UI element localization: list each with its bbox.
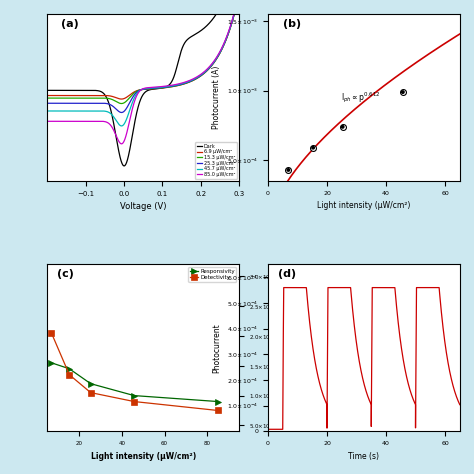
Line: Dark: Dark — [47, 0, 243, 166]
Dark — [64, 88, 70, 93]
25.3 μW/cm² — [45, 100, 50, 106]
6.9 μW/cm² — [45, 93, 50, 99]
Line: 45.7 μW/cm²: 45.7 μW/cm² — [47, 0, 243, 126]
15.3 μW/cm² — [131, 91, 137, 96]
Dark — [197, 28, 203, 34]
Point — [284, 166, 292, 174]
25.3 μW/cm² — [64, 100, 70, 106]
Point — [339, 123, 346, 131]
Line: Responsivity: Responsivity — [49, 360, 221, 404]
45.7 μW/cm² — [124, 116, 129, 121]
Responsivity — [215, 399, 221, 404]
X-axis label: Voltage (V): Voltage (V) — [120, 202, 166, 211]
Point — [399, 88, 407, 96]
Legend: Responsivity, Detectivity: Responsivity, Detectivity — [189, 267, 237, 282]
6.9 μW/cm² — [201, 71, 207, 76]
Detectivity — [66, 372, 72, 378]
85.0 μW/cm² — [201, 69, 207, 75]
45.7 μW/cm² — [45, 108, 50, 114]
Line: 6.9 μW/cm²: 6.9 μW/cm² — [47, 0, 243, 99]
15.3 μW/cm² — [124, 98, 129, 104]
Detectivity — [88, 390, 93, 395]
15.3 μW/cm² — [118, 100, 124, 106]
6.9 μW/cm² — [64, 92, 70, 98]
Point — [284, 166, 292, 174]
Dark — [201, 26, 207, 31]
X-axis label: Time (s): Time (s) — [348, 452, 379, 461]
85.0 μW/cm² — [197, 72, 203, 78]
25.3 μW/cm² — [179, 81, 185, 87]
6.9 μW/cm² — [131, 89, 137, 95]
25.3 μW/cm² — [124, 105, 129, 111]
Legend: Dark, 6.9 μW/cm², 15.3 μW/cm², 25.3 μW/cm², 45.7 μW/cm², 85.0 μW/cm²: Dark, 6.9 μW/cm², 15.3 μW/cm², 25.3 μW/c… — [195, 142, 237, 179]
Point — [310, 144, 317, 152]
Line: 85.0 μW/cm²: 85.0 μW/cm² — [47, 0, 243, 144]
15.3 μW/cm² — [201, 71, 207, 76]
Responsivity — [88, 381, 93, 386]
Y-axis label: Specific Detectivity (Jones): Specific Detectivity (Jones) — [282, 306, 287, 390]
Y-axis label: Photocurrent: Photocurrent — [212, 323, 221, 373]
Responsivity — [131, 393, 137, 399]
Point — [339, 123, 346, 131]
Text: (b): (b) — [283, 19, 301, 29]
85.0 μW/cm² — [131, 101, 137, 107]
15.3 μW/cm² — [45, 95, 50, 101]
Line: 15.3 μW/cm²: 15.3 μW/cm² — [47, 0, 243, 103]
Point — [399, 88, 407, 96]
Dark — [121, 163, 127, 169]
6.9 μW/cm² — [179, 82, 185, 87]
45.7 μW/cm² — [118, 123, 124, 129]
25.3 μW/cm² — [131, 93, 137, 99]
85.0 μW/cm² — [64, 118, 70, 124]
Dark — [179, 46, 185, 52]
X-axis label: Light intensity (μW/cm²): Light intensity (μW/cm²) — [91, 452, 196, 461]
Detectivity — [215, 408, 221, 413]
Text: (d): (d) — [278, 270, 296, 280]
Dark — [124, 159, 129, 165]
Line: Detectivity: Detectivity — [49, 330, 221, 413]
Detectivity — [131, 399, 137, 404]
45.7 μW/cm² — [131, 96, 137, 102]
Responsivity — [66, 366, 72, 372]
Dark — [131, 125, 137, 130]
85.0 μW/cm² — [179, 80, 185, 86]
15.3 μW/cm² — [64, 95, 70, 101]
Text: I$_{ph}$$\propto$p$^{0.612}$: I$_{ph}$$\propto$p$^{0.612}$ — [341, 91, 380, 106]
Text: (a): (a) — [61, 19, 79, 29]
85.0 μW/cm² — [118, 141, 124, 146]
45.7 μW/cm² — [197, 73, 203, 78]
15.3 μW/cm² — [179, 82, 185, 87]
45.7 μW/cm² — [179, 81, 185, 86]
Dark — [45, 88, 50, 93]
45.7 μW/cm² — [64, 108, 70, 114]
Detectivity — [49, 330, 55, 336]
6.9 μW/cm² — [197, 73, 203, 79]
85.0 μW/cm² — [45, 118, 50, 124]
Text: (c): (c) — [57, 270, 74, 280]
45.7 μW/cm² — [201, 70, 207, 76]
Y-axis label: Photocurrent (A): Photocurrent (A) — [212, 66, 221, 129]
25.3 μW/cm² — [118, 109, 124, 115]
25.3 μW/cm² — [201, 71, 207, 76]
Point — [310, 144, 317, 152]
25.3 μW/cm² — [197, 73, 203, 79]
6.9 μW/cm² — [118, 96, 124, 102]
X-axis label: Light intensity (μW/cm²): Light intensity (μW/cm²) — [317, 201, 410, 210]
85.0 μW/cm² — [124, 130, 129, 136]
Responsivity — [49, 360, 55, 365]
6.9 μW/cm² — [124, 94, 129, 100]
Line: 25.3 μW/cm²: 25.3 μW/cm² — [47, 0, 243, 112]
15.3 μW/cm² — [197, 73, 203, 79]
